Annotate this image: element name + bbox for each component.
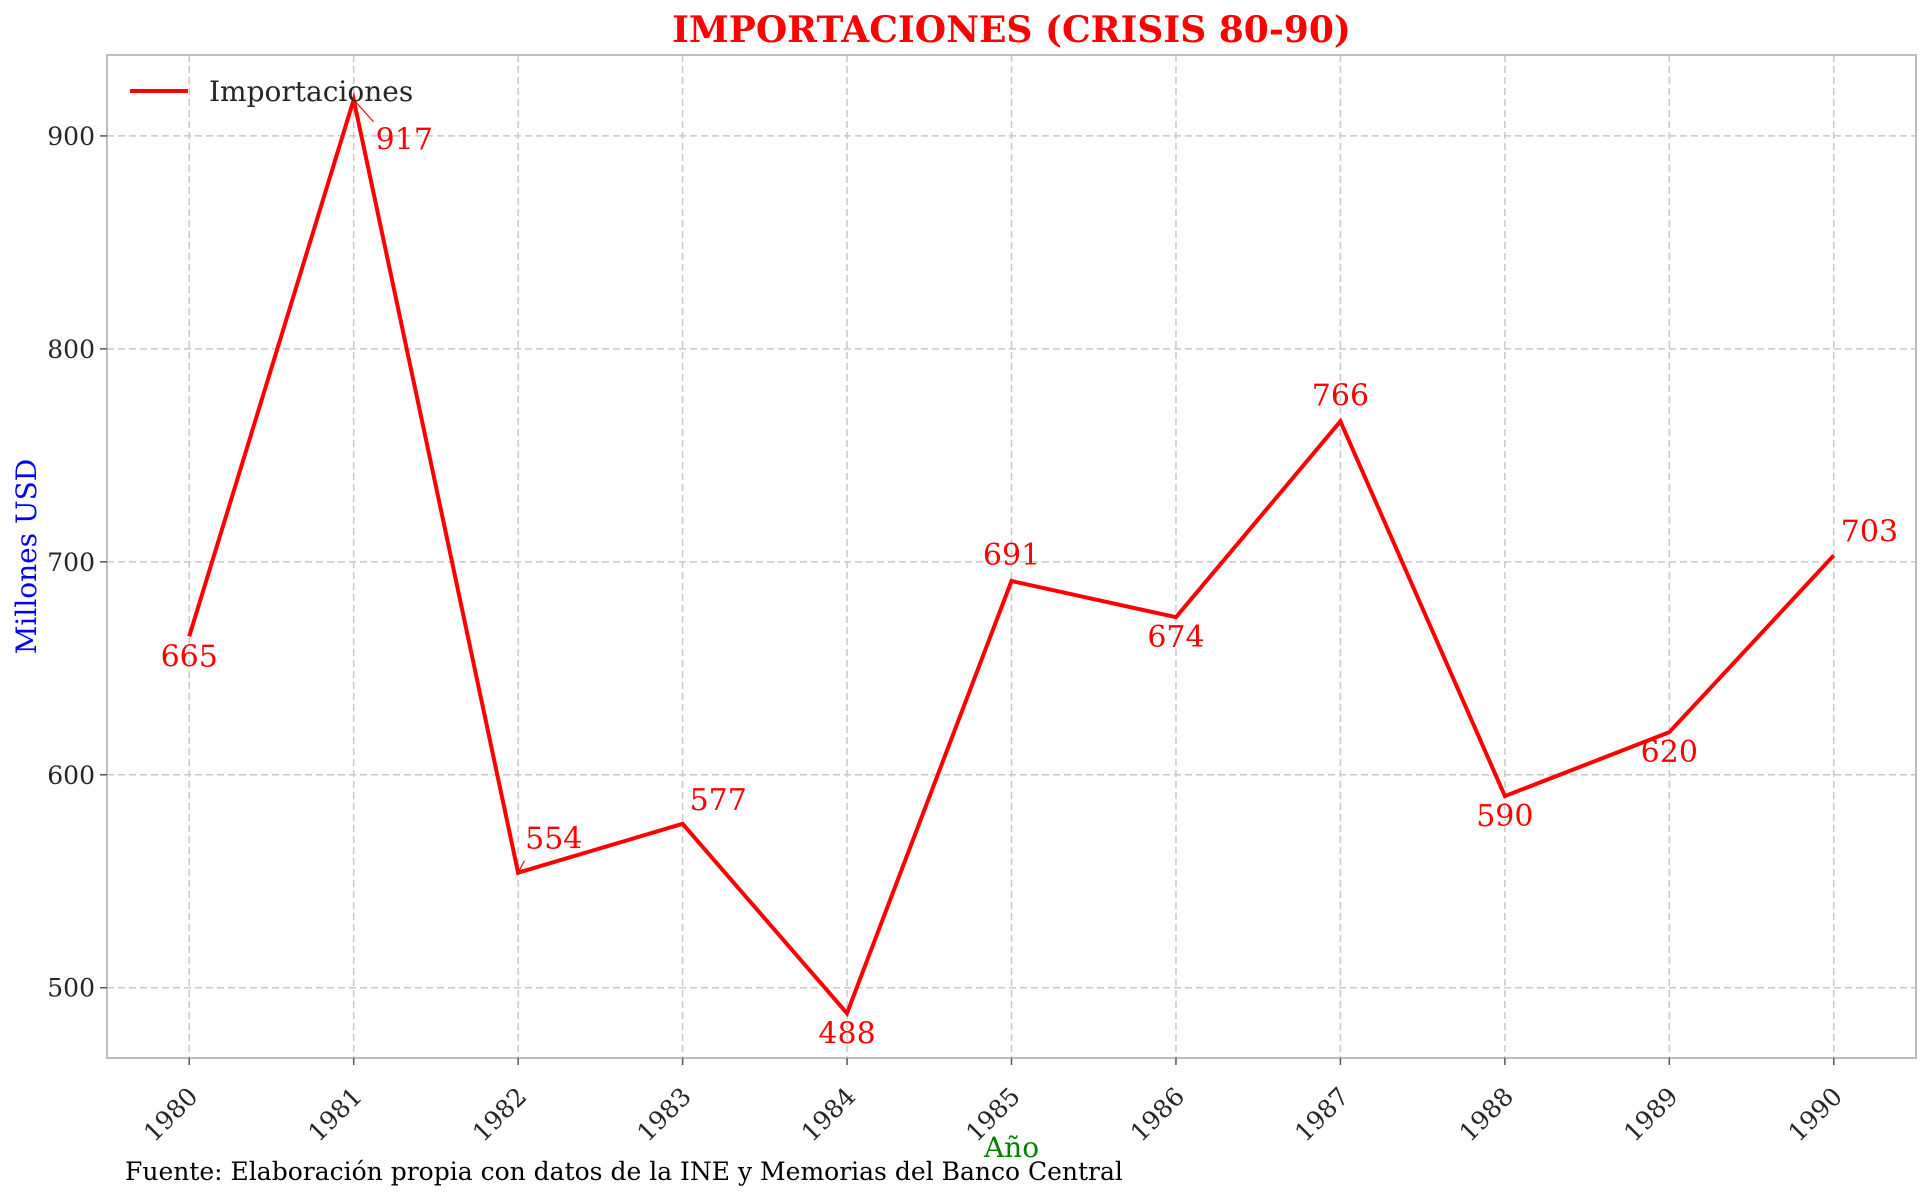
data-label: 703: [1841, 514, 1898, 549]
chart-title: IMPORTACIONES (CRISIS 80-90): [672, 9, 1351, 51]
data-label: 917: [376, 123, 433, 158]
data-label: 488: [818, 1016, 875, 1051]
y-tick-label: 800: [47, 335, 95, 364]
x-tick-label: 1986: [1125, 1082, 1190, 1147]
x-tick-label: 1984: [796, 1082, 861, 1147]
data-label-arrow: [517, 860, 525, 874]
legend: Importaciones: [130, 75, 413, 108]
data-label: 590: [1476, 799, 1533, 834]
x-tick-label: 1982: [467, 1082, 532, 1147]
data-label: 691: [983, 538, 1040, 573]
data-label-arrow: [353, 99, 374, 123]
y-tick-label: 900: [47, 122, 95, 151]
data-label: 665: [161, 639, 218, 674]
x-tick-label: 1989: [1618, 1082, 1683, 1147]
data-label: 766: [1312, 378, 1369, 413]
series-line-importaciones: [187, 91, 1836, 1018]
y-tick-label: 600: [47, 761, 95, 790]
axis-ticks: 1980 1981 1982 1983 1984 1985 1986 1987 1988 1989…: [47, 122, 1848, 1147]
data-label: 577: [690, 783, 747, 818]
grid: [107, 55, 1916, 1058]
y-tick-label: 700: [47, 548, 95, 577]
y-tick-label: 500: [47, 974, 95, 1003]
x-tick-label: 1983: [631, 1082, 696, 1147]
x-tick-label: 1981: [302, 1082, 367, 1147]
data-label: 620: [1641, 735, 1698, 770]
x-axis-label: Año: [983, 1131, 1039, 1164]
x-tick-label: 1988: [1454, 1082, 1519, 1147]
y-axis-label: Millones USD: [10, 459, 43, 655]
legend-label-importaciones: Importaciones: [209, 75, 413, 108]
x-tick-label: 1990: [1783, 1082, 1848, 1147]
data-label: 554: [525, 822, 582, 857]
x-tick-label: 1980: [138, 1082, 203, 1147]
data-labels: 665 917 554 577 488 691 674 766 590 620 703: [161, 99, 1898, 1051]
data-label: 674: [1147, 620, 1204, 655]
x-tick-label: 1987: [1289, 1082, 1354, 1147]
source-note: Fuente: Elaboración propia con datos de …: [125, 1157, 1123, 1186]
series-layer: [187, 91, 1836, 1018]
